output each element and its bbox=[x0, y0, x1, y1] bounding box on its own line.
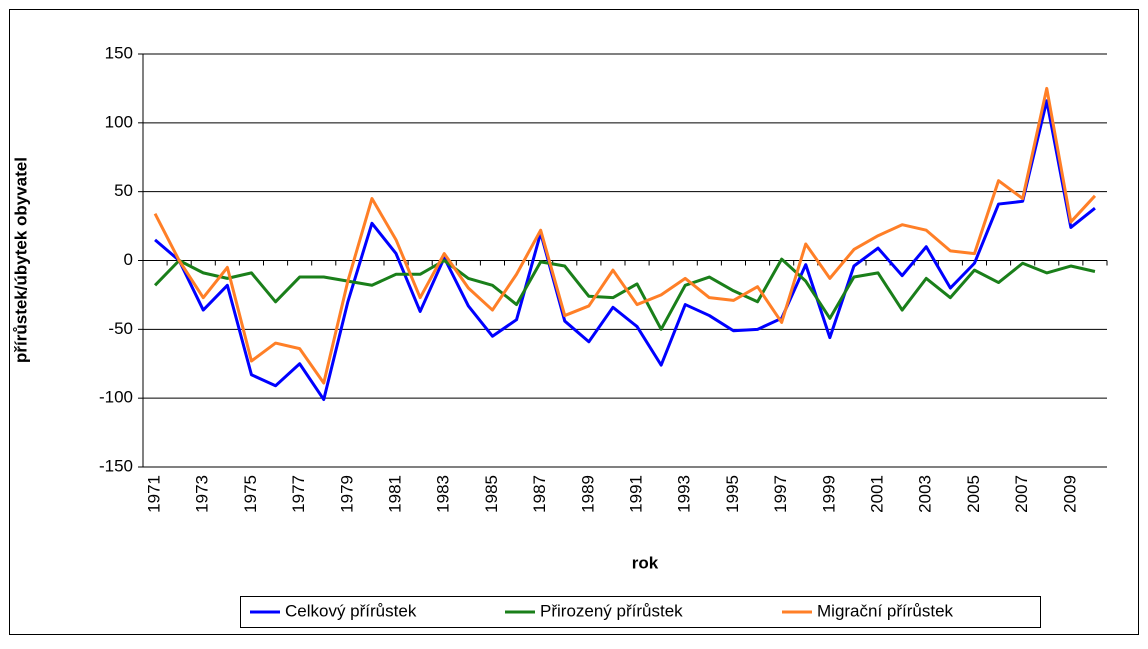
x-tick-label: 1997 bbox=[771, 475, 790, 513]
x-tick-label: 2007 bbox=[1012, 475, 1031, 513]
y-tick-label: 100 bbox=[105, 112, 133, 131]
x-tick-label: 1991 bbox=[627, 475, 646, 513]
legend-label: Přirozený přírůstek bbox=[540, 601, 683, 620]
y-axis-title: přírůstek/úbytek obyvatel bbox=[11, 157, 30, 363]
x-tick-label: 2003 bbox=[916, 475, 935, 513]
x-tick-label: 1979 bbox=[337, 475, 356, 513]
series-line bbox=[153, 86, 1097, 385]
x-tick-label: 1999 bbox=[819, 475, 838, 513]
legend-label: Migrační přírůstek bbox=[817, 601, 954, 620]
y-tick-label: -50 bbox=[108, 319, 133, 338]
x-tick-label: 1983 bbox=[434, 475, 453, 513]
legend-label: Celkový přírůstek bbox=[285, 601, 417, 620]
y-tick-label: 150 bbox=[105, 43, 133, 62]
x-tick-label: 1977 bbox=[289, 475, 308, 513]
x-tick-label: 2009 bbox=[1060, 475, 1079, 513]
y-tick-label: 0 bbox=[124, 250, 133, 269]
x-tick-label: 2001 bbox=[868, 475, 887, 513]
x-tick-label: 1985 bbox=[482, 475, 501, 513]
chart-frame bbox=[9, 9, 1139, 635]
x-tick-label: 1989 bbox=[578, 475, 597, 513]
y-tick-label: -150 bbox=[99, 456, 133, 475]
x-tick-label: 1971 bbox=[145, 475, 164, 513]
x-tick-label: 1973 bbox=[193, 475, 212, 513]
series-line bbox=[154, 99, 1096, 402]
x-tick-label: 1975 bbox=[241, 475, 260, 513]
y-tick-label: -100 bbox=[99, 388, 133, 407]
x-tick-label: 1987 bbox=[530, 475, 549, 513]
legend-box bbox=[240, 596, 1041, 628]
x-tick-label: 1995 bbox=[723, 475, 742, 513]
series-line bbox=[153, 257, 1096, 331]
y-tick-label: 50 bbox=[114, 181, 133, 200]
x-tick-label: 1993 bbox=[675, 475, 694, 513]
x-tick-label: 1981 bbox=[386, 475, 405, 513]
x-tick-label: 2005 bbox=[964, 475, 983, 513]
x-axis-title: rok bbox=[632, 553, 659, 572]
